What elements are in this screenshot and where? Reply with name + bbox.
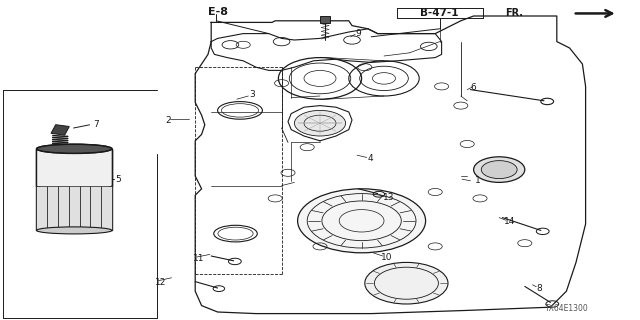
Bar [58, 186, 69, 230]
Text: 9: 9 [355, 29, 361, 38]
Text: FR.: FR. [506, 8, 524, 18]
Text: 2: 2 [165, 116, 171, 124]
Text: 5: 5 [115, 175, 121, 184]
Text: 14: 14 [504, 217, 515, 226]
Text: 7: 7 [93, 120, 99, 129]
Text: 3: 3 [250, 90, 255, 99]
Bar [36, 186, 47, 230]
Text: 10: 10 [381, 253, 392, 262]
Text: B-47-1: B-47-1 [420, 8, 459, 18]
Text: 8: 8 [536, 284, 542, 293]
Text: E-8: E-8 [208, 7, 228, 17]
Text: 6: 6 [470, 83, 476, 92]
Circle shape [474, 157, 525, 182]
Bar [37, 149, 111, 186]
Bar [79, 186, 90, 230]
Circle shape [298, 189, 426, 253]
Bar [47, 186, 58, 230]
Bar [90, 186, 101, 230]
Bar [101, 186, 112, 230]
Text: 13: 13 [383, 193, 394, 202]
Bar [320, 16, 330, 23]
Circle shape [481, 161, 517, 179]
Text: 1: 1 [475, 176, 481, 185]
Text: 12: 12 [155, 278, 166, 287]
Bar [69, 186, 79, 230]
Ellipse shape [36, 227, 112, 234]
Circle shape [365, 262, 448, 304]
Text: TX64E1300: TX64E1300 [545, 304, 588, 313]
Ellipse shape [36, 144, 112, 154]
Circle shape [294, 110, 346, 136]
Text: 4: 4 [368, 154, 374, 163]
Bar [51, 125, 69, 135]
Text: 11: 11 [193, 254, 205, 263]
